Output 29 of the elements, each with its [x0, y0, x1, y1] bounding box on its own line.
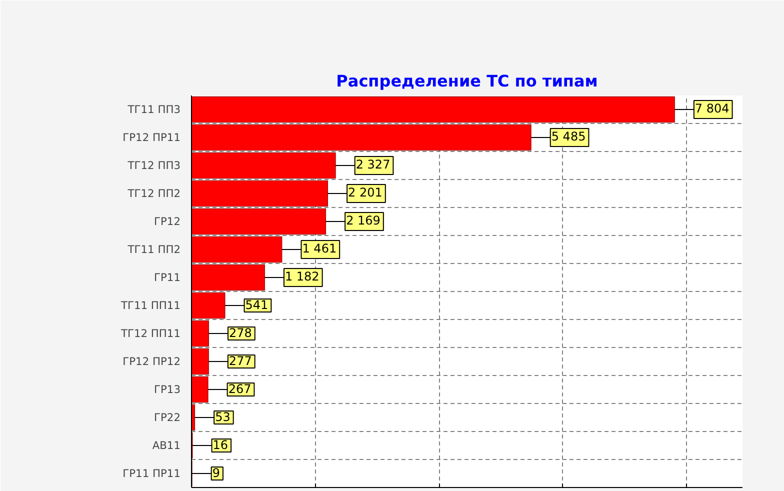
- data-label: 9: [212, 466, 220, 480]
- y-tick-label: ТГ11 ПП2: [126, 243, 181, 256]
- y-tick-label: ГР11: [154, 271, 181, 284]
- data-label: 1 182: [284, 270, 320, 284]
- data-label: 2 201: [348, 186, 382, 200]
- data-label: 277: [228, 354, 252, 368]
- data-label: 53: [215, 410, 230, 424]
- y-tick-label: ТГ11 ПП3: [126, 103, 181, 116]
- data-label: 2 169: [346, 214, 380, 228]
- chart-title: Распределение ТС по типам: [336, 72, 598, 90]
- data-label: 267: [228, 382, 252, 396]
- y-tick-label: ГР22: [154, 411, 181, 424]
- data-label: 16: [212, 438, 228, 452]
- y-tick-label: АВ11: [152, 439, 181, 452]
- y-tick-label: ГР12: [154, 215, 181, 228]
- data-label: 5 485: [551, 130, 586, 144]
- data-label: 541: [245, 298, 268, 312]
- y-tick-label: ГР12 ПР12: [122, 355, 181, 368]
- y-tick-label: ТГ12 ПП3: [126, 159, 181, 172]
- y-tick-label: ТГ12 ПП11: [120, 327, 181, 340]
- y-tick-label: ТГ12 ПП2: [126, 187, 181, 200]
- data-label: 1 461: [302, 242, 337, 256]
- data-label: 2 327: [356, 158, 390, 172]
- y-tick-label: ГР13: [154, 383, 181, 396]
- y-tick-label: ТГ11 ПП11: [120, 299, 181, 312]
- data-label: 278: [228, 326, 252, 340]
- y-tick-label: ГР11 ПР11: [122, 467, 181, 480]
- y-tick-label: ГР12 ПР11: [122, 131, 181, 144]
- data-label: 7 804: [694, 102, 730, 116]
